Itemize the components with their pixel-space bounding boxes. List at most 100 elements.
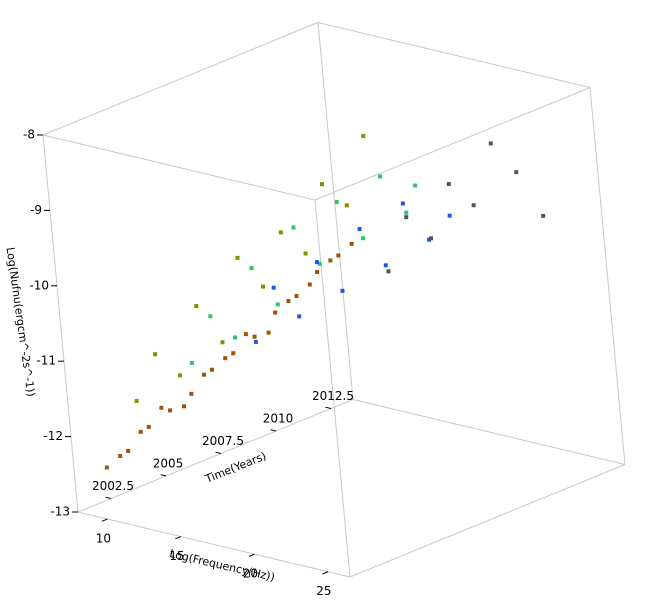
point bbox=[275, 302, 280, 307]
y-tick-label: 25 bbox=[316, 584, 331, 598]
point bbox=[177, 373, 182, 378]
point bbox=[429, 236, 434, 241]
box-edge bbox=[42, 22, 319, 136]
point bbox=[378, 174, 383, 179]
point bbox=[404, 210, 409, 215]
z-tick-label: -12 bbox=[43, 429, 63, 443]
point bbox=[336, 253, 341, 258]
point bbox=[201, 372, 206, 377]
box-edge bbox=[317, 22, 354, 400]
point bbox=[138, 429, 143, 434]
point bbox=[118, 453, 123, 458]
x-tick bbox=[325, 406, 332, 409]
box-edge bbox=[77, 399, 354, 513]
point bbox=[344, 203, 349, 208]
box-edge bbox=[317, 22, 591, 88]
z-tick-label: -13 bbox=[50, 505, 70, 519]
box-edge bbox=[352, 399, 626, 465]
point bbox=[159, 405, 164, 410]
point bbox=[328, 258, 333, 263]
point bbox=[271, 285, 276, 290]
x-tick bbox=[105, 496, 112, 499]
point bbox=[488, 141, 493, 146]
point bbox=[320, 182, 325, 187]
point bbox=[182, 404, 187, 409]
point bbox=[189, 360, 194, 365]
z-axis-label: Log(Nufnu(ergcm^-2s^-1)) bbox=[4, 246, 38, 397]
point bbox=[294, 294, 299, 299]
z-tick-label: -8 bbox=[23, 128, 35, 142]
point bbox=[307, 282, 312, 287]
point bbox=[104, 465, 109, 470]
point bbox=[261, 284, 266, 289]
y-tick-label: 20 bbox=[243, 567, 258, 581]
point bbox=[446, 182, 451, 187]
box-edge bbox=[42, 134, 316, 201]
point bbox=[266, 330, 271, 335]
x-tick-label: 2005 bbox=[153, 457, 184, 471]
point bbox=[386, 269, 391, 274]
y-tick-label: 10 bbox=[96, 532, 111, 546]
x-tick bbox=[160, 474, 167, 477]
point bbox=[208, 314, 213, 319]
y-tick bbox=[175, 536, 182, 540]
box-edge bbox=[314, 87, 591, 201]
point bbox=[235, 255, 240, 260]
point bbox=[447, 213, 452, 218]
point bbox=[286, 299, 291, 304]
point bbox=[357, 227, 362, 232]
point bbox=[361, 134, 366, 139]
x-tick bbox=[215, 451, 222, 454]
x-tick-label: 2002.5 bbox=[92, 479, 134, 493]
point bbox=[383, 263, 388, 268]
box-edge bbox=[42, 134, 79, 513]
point bbox=[252, 334, 257, 339]
point bbox=[297, 314, 302, 319]
point bbox=[291, 225, 296, 230]
point bbox=[134, 398, 139, 403]
point bbox=[249, 266, 254, 271]
point bbox=[334, 199, 339, 204]
x-tick-label: 2010 bbox=[263, 412, 294, 426]
z-tick-label: -11 bbox=[36, 354, 56, 368]
point bbox=[220, 340, 225, 345]
point bbox=[404, 215, 409, 220]
point bbox=[278, 230, 283, 235]
point bbox=[514, 170, 519, 175]
x-tick-label: 2012.5 bbox=[312, 389, 354, 403]
point bbox=[243, 332, 248, 337]
box-edge bbox=[589, 87, 626, 465]
x-axis-label: Time(Years) bbox=[203, 449, 269, 486]
point bbox=[317, 261, 322, 266]
point bbox=[168, 408, 173, 413]
z-tick-label: -10 bbox=[29, 278, 49, 292]
point bbox=[223, 356, 228, 361]
point bbox=[146, 424, 151, 429]
point bbox=[209, 367, 214, 372]
point bbox=[360, 236, 365, 241]
point bbox=[189, 391, 194, 396]
x-tick-label: 2007.5 bbox=[202, 434, 244, 448]
point bbox=[315, 269, 320, 274]
point bbox=[471, 203, 476, 208]
point bbox=[314, 260, 319, 265]
y-tick bbox=[101, 518, 108, 522]
y-tick-label: 15 bbox=[169, 549, 184, 563]
point bbox=[273, 310, 278, 315]
point bbox=[126, 448, 131, 453]
point bbox=[233, 335, 238, 340]
point bbox=[153, 352, 158, 357]
z-tick-label: -9 bbox=[30, 203, 42, 217]
y-tick bbox=[322, 571, 329, 575]
point bbox=[194, 304, 199, 309]
point bbox=[253, 339, 258, 344]
point bbox=[340, 288, 345, 293]
point bbox=[349, 241, 354, 246]
point bbox=[413, 183, 418, 188]
point bbox=[231, 351, 236, 356]
box-edge bbox=[77, 511, 351, 578]
point bbox=[541, 213, 546, 218]
box-edge bbox=[349, 464, 626, 578]
point bbox=[303, 251, 308, 256]
